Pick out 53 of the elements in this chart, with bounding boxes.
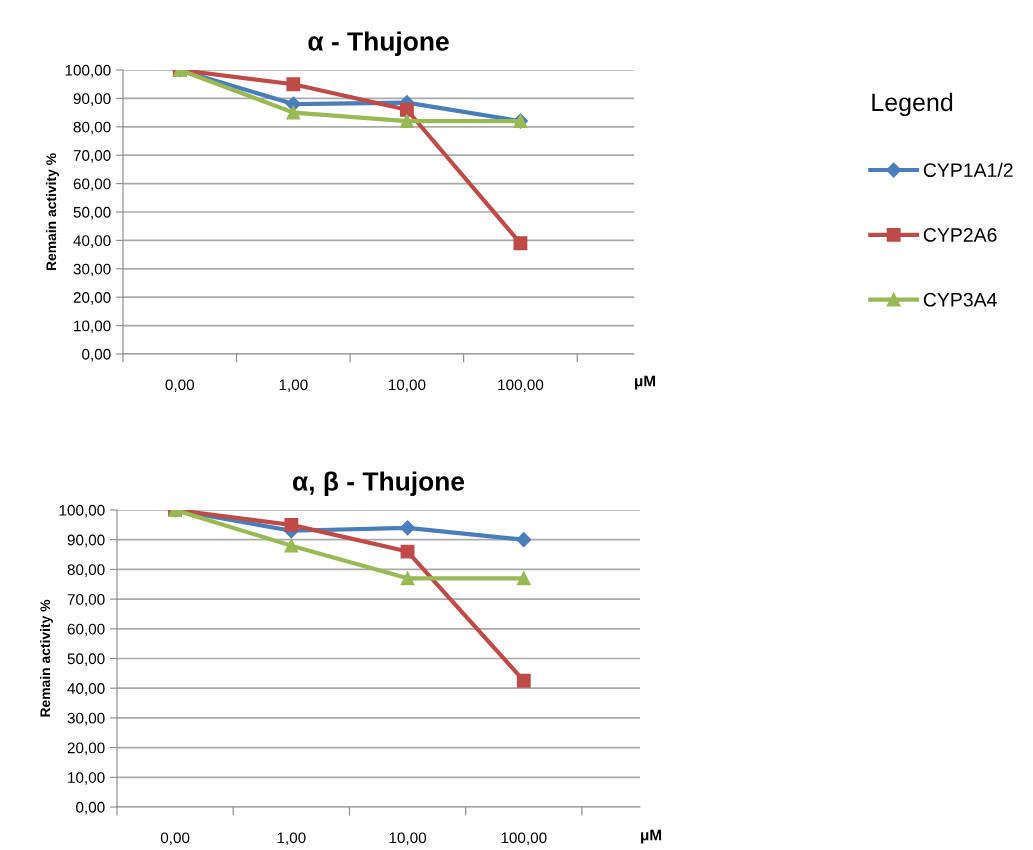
legend-label: CYP2A6: [923, 228, 997, 242]
x-tick-label: 100,00: [498, 379, 544, 393]
y-tick-label: 100,00: [65, 64, 111, 78]
x-tick-label: 1,00: [277, 832, 306, 846]
y-tick-label: 100,00: [59, 504, 105, 518]
y-tick-label: 40,00: [73, 235, 111, 248]
y-axis-title: Remain activity %: [45, 153, 59, 271]
x-tick-label: 10,00: [389, 832, 427, 846]
y-tick-label: 50,00: [67, 653, 105, 666]
chart-title: α, β - Thujone: [293, 471, 465, 497]
y-tick-label: 70,00: [67, 593, 105, 607]
legend-label: CYP1A1/2: [923, 162, 1013, 178]
y-tick-label: 90,00: [67, 534, 105, 548]
point: [399, 102, 414, 117]
y-tick-label: 60,00: [73, 178, 111, 192]
y-tick-label: 10,00: [74, 320, 111, 334]
point: [284, 538, 299, 553]
x-tick-label: 0,00: [160, 832, 190, 846]
point: [400, 571, 415, 586]
x-tick-label: 100,00: [501, 832, 547, 846]
y-axis-title: Remain activity %: [39, 599, 53, 717]
y-tick-label: 20,00: [67, 742, 105, 756]
y-tick-label: 90,00: [73, 93, 111, 106]
y-tick-label: 30,00: [67, 712, 105, 726]
y-tick-label: 30,00: [73, 263, 111, 277]
point: [286, 105, 301, 120]
chart-title: α - Thujone: [308, 31, 449, 57]
point: [516, 532, 532, 548]
y-tick-label: 0,00: [82, 348, 111, 362]
x-tick-label: 1,00: [279, 379, 308, 393]
point: [399, 114, 414, 129]
y-tick-label: 0,00: [76, 801, 105, 815]
point: [284, 517, 299, 532]
x-axis-title: μM: [641, 829, 662, 844]
x-tick-label: 10,00: [388, 379, 426, 393]
y-tick-label: 40,00: [67, 683, 105, 696]
point: [399, 520, 416, 536]
y-tick-label: 10,00: [68, 772, 105, 785]
point: [286, 77, 301, 92]
point: [516, 673, 531, 688]
y-tick-label: 20,00: [73, 292, 111, 305]
y-tick-label: 80,00: [73, 121, 111, 135]
y-tick-label: 70,00: [73, 150, 111, 163]
legend-title: Legend: [872, 92, 953, 117]
y-tick-label: 80,00: [67, 564, 105, 577]
x-tick-label: 0,00: [165, 379, 195, 393]
legend-label: CYP3A4: [923, 292, 997, 307]
x-axis-title: μM: [635, 375, 656, 390]
point: [513, 236, 528, 251]
point: [400, 544, 415, 559]
y-tick-label: 60,00: [67, 623, 105, 637]
point: [516, 571, 531, 586]
y-tick-label: 50,00: [73, 206, 111, 220]
